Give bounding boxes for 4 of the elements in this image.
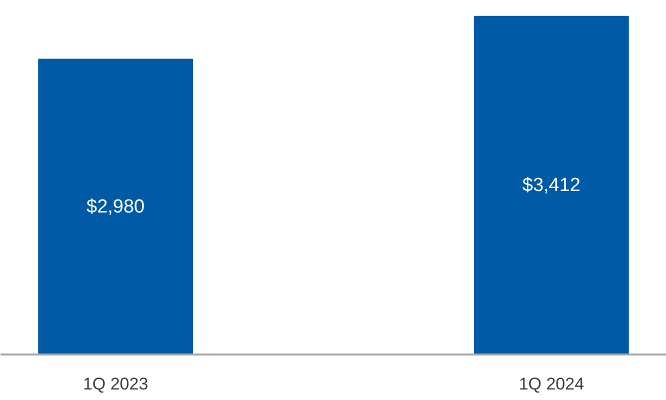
x-tick-label: 1Q 2023 (82, 374, 148, 394)
x-tick-label: 1Q 2024 (518, 374, 584, 394)
data-label: $2,980 (86, 196, 145, 218)
data-label: $3,412 (522, 174, 580, 196)
